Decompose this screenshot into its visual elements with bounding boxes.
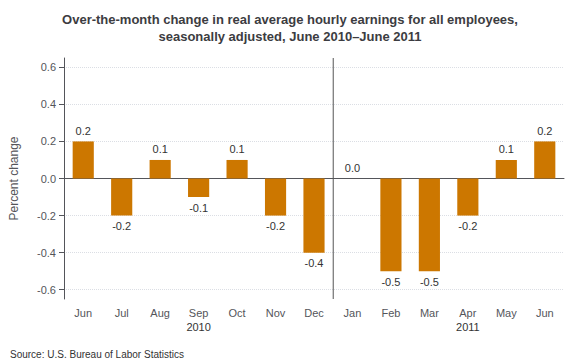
svg-text:-0.2: -0.2 xyxy=(266,220,285,232)
svg-text:Mar: Mar xyxy=(420,307,439,319)
svg-text:Dec: Dec xyxy=(304,307,324,319)
svg-text:Oct: Oct xyxy=(229,307,246,319)
svg-text:0.2: 0.2 xyxy=(76,125,91,137)
svg-text:-0.2: -0.2 xyxy=(458,220,477,232)
svg-text:0.2: 0.2 xyxy=(41,135,56,147)
svg-text:-0.2: -0.2 xyxy=(112,220,131,232)
svg-text:Jun: Jun xyxy=(74,307,92,319)
svg-text:Over-the-month change in real: Over-the-month change in real average ho… xyxy=(62,12,518,27)
svg-text:-0.5: -0.5 xyxy=(420,276,439,288)
svg-text:0.1: 0.1 xyxy=(229,143,244,155)
svg-text:Feb: Feb xyxy=(381,307,400,319)
svg-text:0.1: 0.1 xyxy=(153,143,168,155)
svg-text:2010: 2010 xyxy=(186,321,210,333)
svg-text:-0.5: -0.5 xyxy=(381,276,400,288)
svg-text:-0.2: -0.2 xyxy=(37,210,56,222)
svg-text:Jun: Jun xyxy=(536,307,554,319)
svg-text:0.0: 0.0 xyxy=(41,173,56,185)
svg-text:0.6: 0.6 xyxy=(41,61,56,73)
svg-text:0.0: 0.0 xyxy=(345,162,360,174)
svg-text:0.1: 0.1 xyxy=(499,143,514,155)
svg-text:May: May xyxy=(496,307,517,319)
svg-text:Aug: Aug xyxy=(150,307,170,319)
svg-text:0.2: 0.2 xyxy=(537,125,552,137)
svg-text:Jan: Jan xyxy=(344,307,362,319)
svg-text:Apr: Apr xyxy=(459,307,476,319)
svg-text:Source: U.S. Bureau of Labor S: Source: U.S. Bureau of Labor Statistics xyxy=(10,349,184,360)
svg-text:-0.4: -0.4 xyxy=(37,247,56,259)
svg-text:-0.6: -0.6 xyxy=(37,284,56,296)
svg-text:2011: 2011 xyxy=(456,321,480,333)
svg-text:Percent change: Percent change xyxy=(7,136,21,220)
svg-text:Sep: Sep xyxy=(189,307,209,319)
svg-text:0.4: 0.4 xyxy=(41,98,56,110)
svg-text:-0.4: -0.4 xyxy=(305,257,324,269)
svg-text:-0.1: -0.1 xyxy=(189,202,208,214)
svg-text:Jul: Jul xyxy=(115,307,129,319)
svg-text:Nov: Nov xyxy=(266,307,286,319)
svg-text:seasonally adjusted, June 2010: seasonally adjusted, June 2010–June 2011 xyxy=(158,29,421,44)
